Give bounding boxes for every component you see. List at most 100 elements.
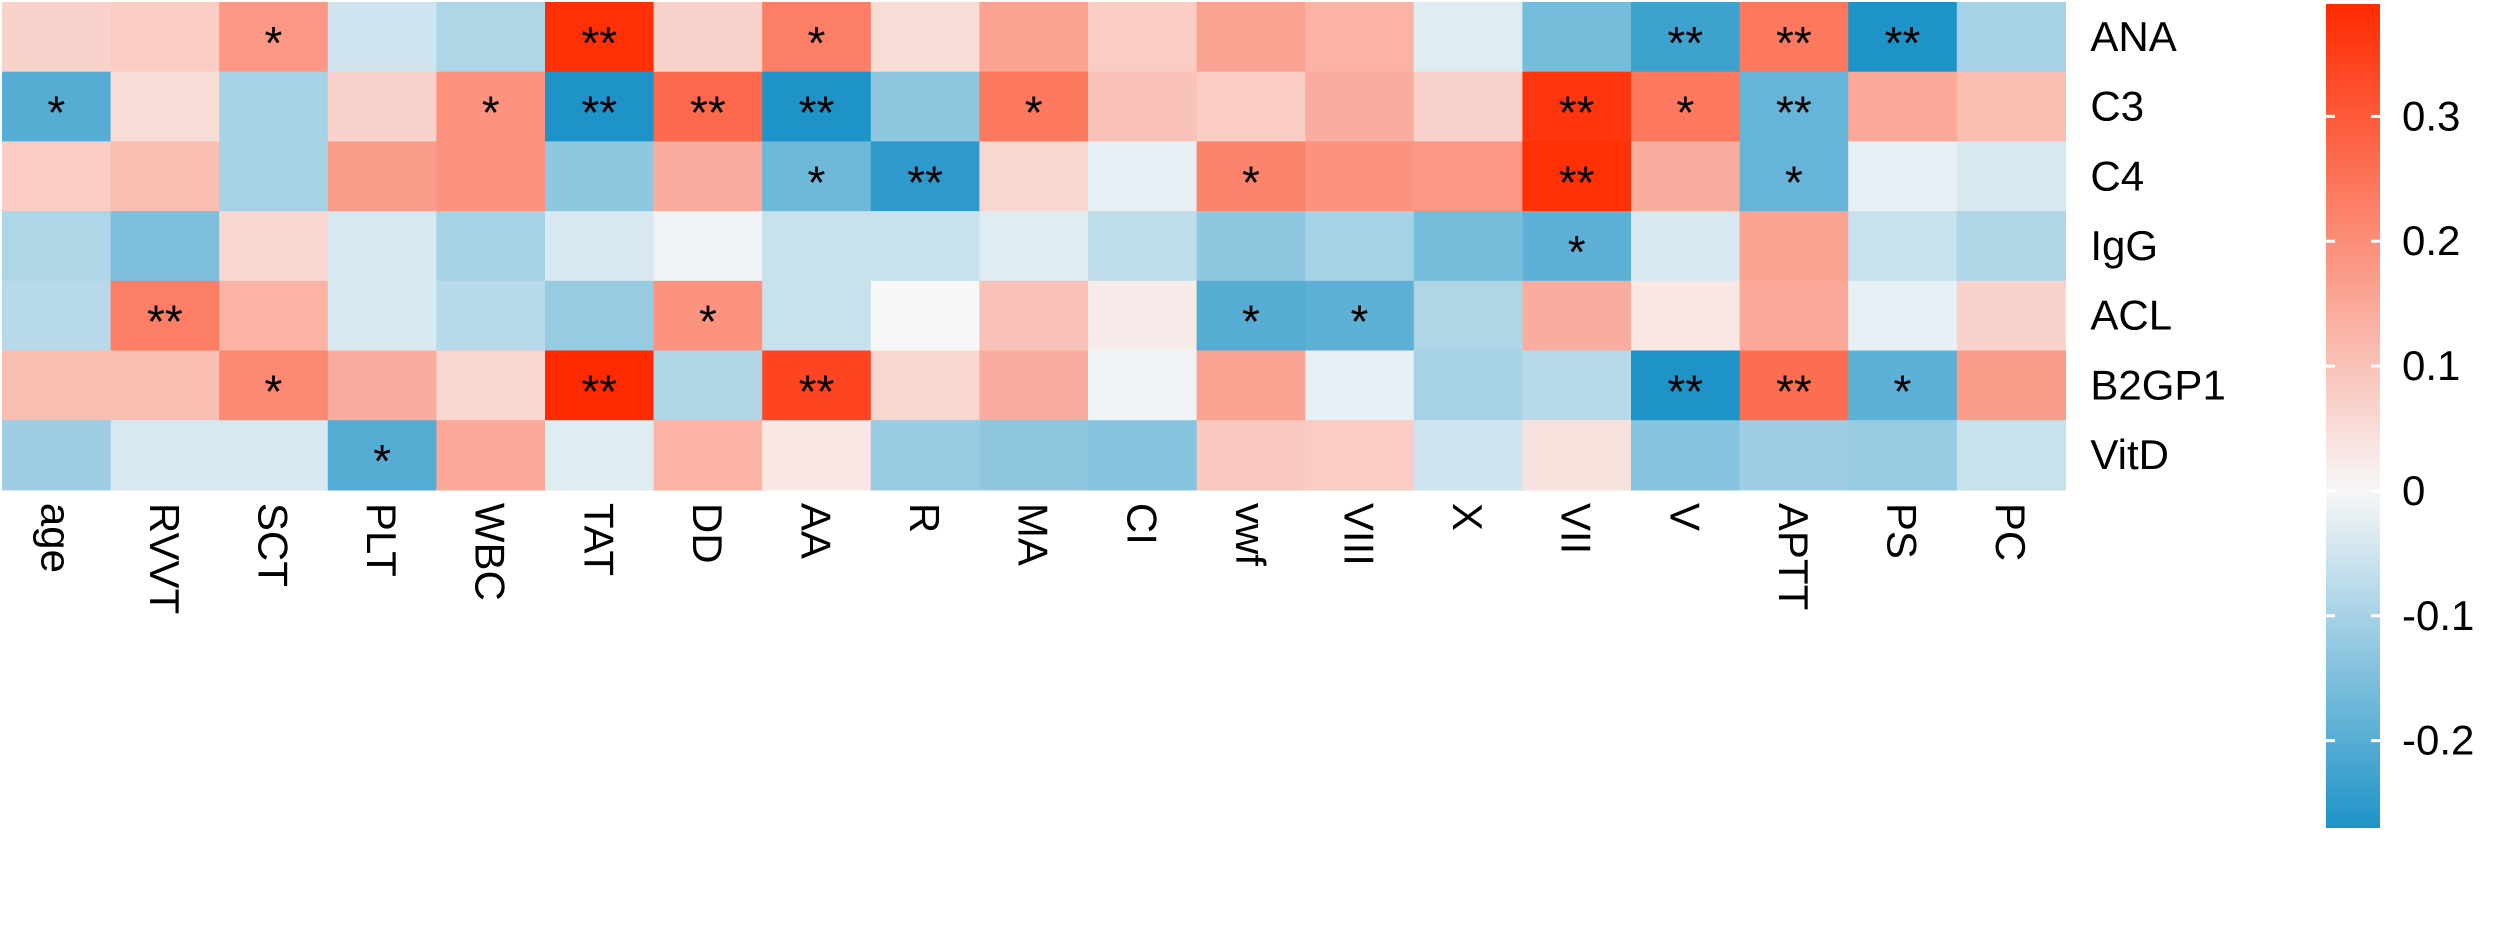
legend-tick-label-5: -0.2 [2402,717,2474,764]
cell-b2gp1-aptt [1739,350,1849,421]
column-label-aa: AA [793,503,840,559]
cell-ana-ps [1848,2,1958,73]
cell-b2gp1-plt [327,350,437,421]
cell-c4-v [1631,141,1741,212]
row-label-igg: IgG [2090,222,2158,269]
cell-c3-wbc [436,71,546,142]
cell-vitd-aa [762,420,872,491]
cell-b2gp1-rvvt [110,350,220,421]
cell-acl-pc [1956,280,2066,352]
cell-c4-vii [1522,141,1632,212]
cell-ana-vii [1522,2,1632,73]
significance-b2gp1-tat: ** [581,365,617,417]
cell-c4-r [870,141,980,212]
cell-igg-age [2,211,112,282]
cell-vitd-age [2,420,112,491]
significance-c3-vii: ** [1559,87,1595,139]
cell-acl-ma [979,280,1089,352]
cell-vitd-wbc [436,420,546,491]
cell-c3-sct [219,71,329,142]
cell-c4-dd [653,141,763,212]
cell-c4-viii [1305,141,1415,212]
column-label-ps: PS [1879,503,1926,559]
cell-b2gp1-viii [1305,350,1415,421]
cell-ana-viii [1305,2,1415,73]
column-label-age: age [32,503,79,573]
column-label-r: R [901,503,948,533]
cell-vitd-viii [1305,420,1415,491]
legend-tick-label-1: 0.2 [2402,217,2460,264]
row-labels: ANA C3 C4 IgG ACL B2GP1 VitD [2090,13,2225,478]
cell-acl-viii [1305,280,1415,352]
cell-b2gp1-sct [219,350,329,421]
significance-b2gp1-aa: ** [799,365,835,417]
cell-acl-vwf [1196,280,1306,352]
cell-b2gp1-x [1413,350,1523,421]
cell-c3-dd [653,71,763,142]
column-label-pc: PC [1987,503,2034,561]
cell-c4-pc [1956,141,2066,212]
color-legend: 0.3 0.2 0.1 0 -0.1 -0.2 [2326,4,2474,828]
cell-ana-rvvt [110,2,220,73]
cell-ana-aptt [1739,2,1849,73]
cell-ana-v [1631,2,1741,73]
cell-vitd-ma [979,420,1089,491]
cell-acl-aptt [1739,280,1849,352]
cell-c4-aa [762,141,872,212]
significance-c3-wbc: * [482,87,500,139]
cell-ana-r [870,2,980,73]
cell-vitd-tat [545,420,655,491]
cell-acl-ci [1088,280,1198,352]
cell-c4-ps [1848,141,1958,212]
cell-igg-tat [545,211,655,282]
row-label-ana: ANA [2090,13,2176,60]
cell-acl-tat [545,280,655,352]
cell-igg-r [870,211,980,282]
cell-b2gp1-r [870,350,980,421]
cell-igg-x [1413,211,1523,282]
significance-ana-tat: ** [581,17,617,69]
significance-c3-v: * [1676,87,1694,139]
column-label-vwf: vwf [1227,503,1274,566]
cell-ana-ci [1088,2,1198,73]
significance-c4-vii: ** [1559,156,1595,208]
cell-ana-age [2,2,112,73]
cell-vitd-rvvt [110,420,220,491]
cell-acl-dd [653,280,763,352]
cell-vitd-aptt [1739,420,1849,491]
cell-b2gp1-aa [762,350,872,421]
significance-ana-sct: * [265,17,283,69]
cell-ana-ma [979,2,1089,73]
cell-acl-rvvt [110,280,220,352]
cell-c3-vii [1522,71,1632,142]
cell-b2gp1-ps [1848,350,1958,421]
cell-c3-v [1631,71,1741,142]
column-label-v: V [1661,503,1708,531]
significance-c4-r: ** [907,156,943,208]
row-label-vitd: VitD [2090,431,2169,478]
significance-b2gp1-sct: * [265,365,283,417]
significance-acl-vwf: * [1242,296,1260,348]
significance-igg-vii: * [1568,226,1586,278]
heatmap-cells [2,2,2066,491]
cell-c4-rvvt [110,141,220,212]
cell-ana-pc [1956,2,2066,73]
cell-acl-ps [1848,280,1958,352]
cell-vitd-x [1413,420,1523,491]
cell-c3-vwf [1196,71,1306,142]
cell-b2gp1-vwf [1196,350,1306,421]
cell-vitd-vii [1522,420,1632,491]
cell-c3-rvvt [110,71,220,142]
cell-c3-aa [762,71,872,142]
column-label-viii: VIII [1336,503,1383,566]
column-label-wbc: WBC [467,503,514,601]
cell-c4-aptt [1739,141,1849,212]
cell-c4-wbc [436,141,546,212]
cell-igg-pc [1956,211,2066,282]
significance-acl-rvvt: ** [147,296,183,348]
cell-b2gp1-v [1631,350,1741,421]
cell-acl-x [1413,280,1523,352]
cell-ana-plt [327,2,437,73]
cell-igg-ci [1088,211,1198,282]
cell-c3-ma [979,71,1089,142]
